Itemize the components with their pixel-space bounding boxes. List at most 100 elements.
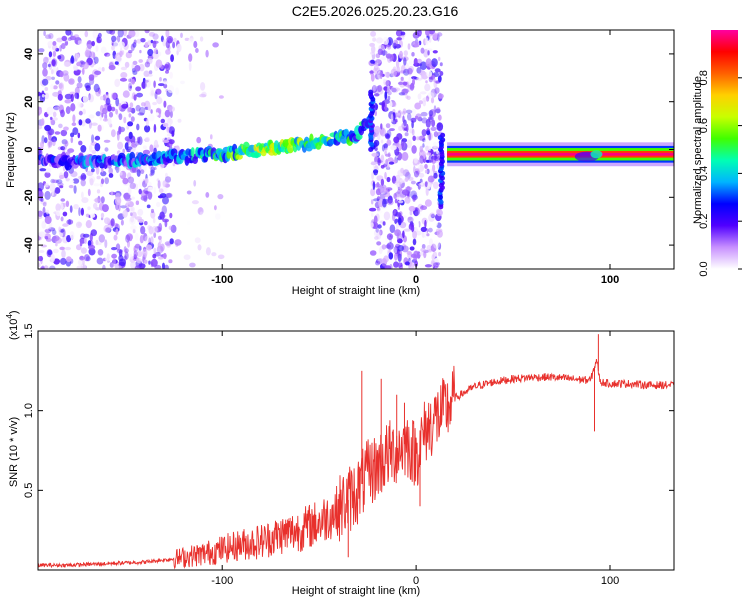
noise-speck	[50, 138, 55, 142]
noise-speck	[162, 218, 170, 223]
noise-speck	[156, 201, 161, 208]
noise-speck	[142, 178, 146, 185]
noise-speck	[64, 93, 72, 100]
noise-speck	[394, 198, 398, 204]
noise-speck	[377, 84, 383, 93]
noise-speck	[89, 51, 95, 58]
noise-speck	[169, 212, 173, 219]
noise-speck	[75, 53, 80, 59]
noise-speck	[387, 195, 393, 204]
noise-speck	[139, 49, 142, 54]
noise-speck	[401, 141, 405, 149]
noise-speck	[125, 51, 132, 59]
noise-speck	[118, 41, 125, 48]
noise-speck	[396, 59, 400, 69]
noise-speck	[63, 144, 67, 151]
noise-speck	[61, 43, 66, 50]
noise-speck	[138, 59, 143, 63]
noise-speck	[56, 37, 63, 43]
noise-speck	[40, 197, 44, 202]
noise-speck	[42, 62, 48, 70]
noise-speck	[373, 215, 378, 225]
spectrogram-y-tick-label: 0	[23, 146, 35, 152]
noise-speck	[427, 92, 435, 99]
noise-speck	[380, 57, 387, 61]
noise-speck	[432, 164, 436, 173]
noise-speck	[136, 123, 140, 131]
noise-speck	[38, 106, 43, 115]
noise-speck	[420, 182, 423, 186]
noise-speck	[147, 186, 154, 192]
noise-speck	[218, 95, 224, 99]
noise-speck	[436, 209, 443, 217]
noise-speck	[135, 200, 140, 206]
noise-speck	[64, 99, 72, 104]
noise-speck	[397, 262, 401, 269]
noise-speck	[142, 149, 151, 155]
noise-speck	[418, 100, 423, 105]
noise-speck	[43, 56, 49, 64]
noise-speck	[66, 219, 74, 225]
noise-speck	[153, 48, 158, 55]
noise-speck	[72, 114, 76, 123]
noise-speck	[87, 206, 91, 211]
noise-speck	[162, 262, 165, 269]
noise-speck	[52, 91, 59, 97]
noise-speck	[45, 226, 52, 230]
noise-speck	[65, 30, 72, 36]
noise-speck	[370, 212, 374, 217]
noise-speck	[163, 252, 167, 260]
noise-speck	[53, 258, 60, 265]
noise-speck	[114, 53, 122, 62]
spectrogram-axes: -100 0 100 -40 -20 0 20 40	[23, 30, 674, 286]
noise-speck	[158, 222, 163, 232]
noise-speck	[167, 85, 175, 94]
noise-speck	[394, 44, 401, 49]
noise-speck	[150, 169, 155, 176]
spectrogram-x-tick-label: 0	[413, 274, 419, 286]
noise-speck	[392, 39, 399, 47]
noise-speck	[389, 216, 393, 225]
noise-speck	[384, 71, 388, 77]
noise-speck	[370, 161, 377, 166]
noise-speck	[416, 230, 422, 236]
noise-speck	[65, 178, 70, 182]
noise-speck	[122, 148, 125, 154]
noise-speck	[423, 251, 427, 259]
spectrogram-y-tick-label: 40	[23, 48, 35, 60]
noise-speck	[142, 248, 148, 258]
noise-speck	[58, 203, 64, 210]
noise-speck	[164, 176, 172, 183]
noise-speck	[120, 72, 128, 79]
noise-speck	[41, 220, 46, 229]
noise-speck	[45, 148, 51, 155]
noise-speck	[143, 79, 149, 83]
noise-speck	[51, 59, 56, 67]
noise-speck	[49, 265, 56, 269]
noise-speck	[162, 139, 170, 143]
noise-speck	[134, 232, 139, 241]
noise-speck	[106, 30, 113, 34]
noise-speck	[62, 223, 69, 227]
noise-speck	[397, 206, 400, 210]
noise-speck	[432, 141, 438, 149]
noise-speck	[132, 42, 137, 48]
noise-speck	[143, 70, 150, 77]
noise-speck	[129, 182, 136, 189]
noise-speck	[57, 55, 62, 60]
noise-speck	[384, 133, 390, 138]
noise-speck	[398, 92, 406, 96]
noise-speck	[436, 33, 440, 42]
noise-speck	[205, 192, 210, 198]
noise-speck	[84, 237, 87, 244]
noise-speck	[38, 255, 44, 262]
noise-speck	[45, 34, 52, 39]
noise-speck	[88, 248, 96, 256]
noise-speck	[84, 30, 89, 38]
noise-speck	[109, 30, 116, 35]
noise-speck	[70, 171, 78, 178]
noise-speck	[63, 171, 69, 179]
noise-speck	[424, 83, 431, 92]
noise-speck	[91, 168, 95, 173]
noise-speck	[77, 259, 84, 266]
